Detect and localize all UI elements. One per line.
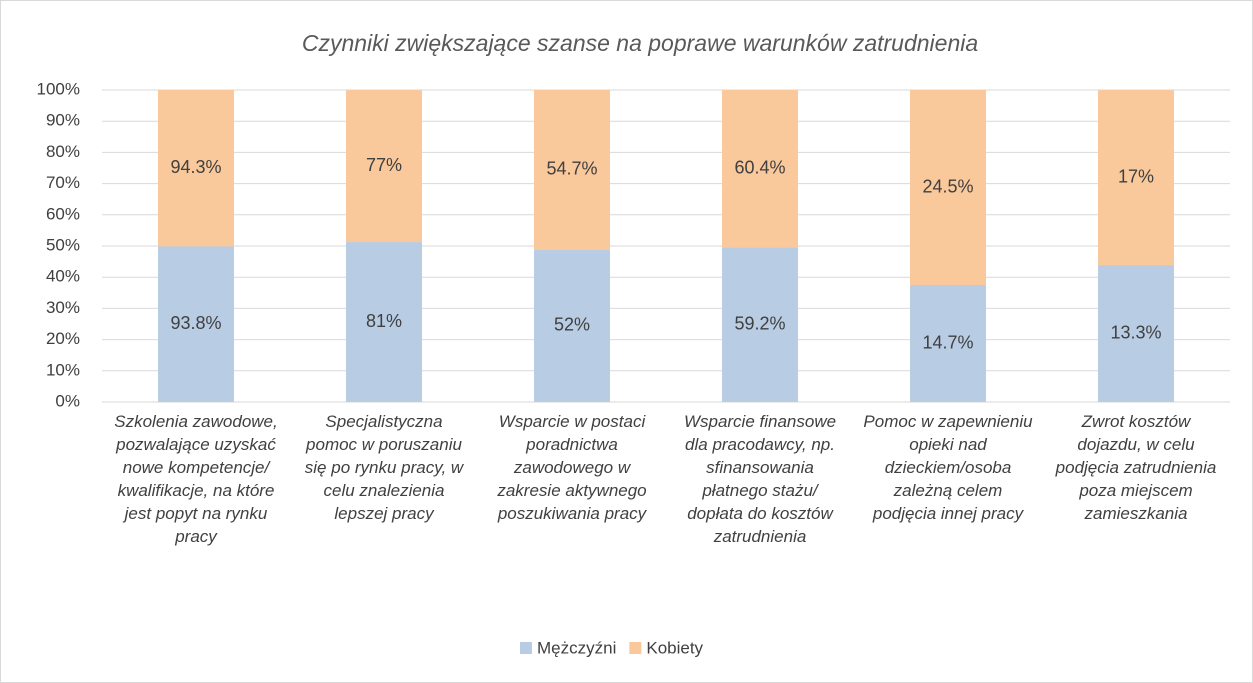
data-label: 77%: [366, 155, 402, 175]
y-tick-label: 20%: [46, 329, 80, 348]
data-label: 52%: [554, 315, 590, 335]
x-tick-label: Szkolenia zawodowe, pozwalające uzyskać …: [114, 412, 278, 546]
bar-segment: [722, 90, 798, 248]
x-tick-label: Wsparcie w postaci poradnictwa zawodoweg…: [497, 412, 647, 523]
y-tick-label: 0%: [55, 391, 80, 410]
x-tick-label: Wsparcie finansowe dla pracodawcy, np. s…: [683, 412, 837, 546]
bar-segment: [534, 249, 610, 402]
data-label: 59.2%: [734, 314, 785, 334]
y-tick-label: 40%: [46, 267, 80, 286]
legend-label: Kobiety: [646, 638, 703, 657]
x-tick-label: Specjalistyczna pomoc w poruszaniu się p…: [304, 412, 464, 523]
bar-segment: [158, 90, 234, 247]
data-label: 13.3%: [1110, 322, 1161, 342]
data-label: 17%: [1118, 166, 1154, 186]
bar-segment: [158, 246, 234, 402]
bar-segment: [346, 90, 422, 243]
data-label: 81%: [366, 311, 402, 331]
y-tick-label: 50%: [46, 235, 80, 254]
bar-segment: [346, 242, 422, 402]
data-label: 14.7%: [922, 332, 973, 352]
data-label: 54.7%: [546, 159, 597, 179]
bar-segment: [534, 90, 610, 250]
x-tick-label: Zwrot kosztów dojazdu, w celu podjęcia z…: [1055, 412, 1217, 523]
y-tick-label: 100%: [37, 79, 80, 98]
data-label: 94.3%: [170, 157, 221, 177]
bar-segment: [1098, 90, 1174, 266]
bar-segment: [1098, 265, 1174, 402]
x-tick-label: Pomoc w zapewnieniu opieki nad dzieckiem…: [863, 412, 1033, 523]
y-tick-label: 90%: [46, 111, 80, 130]
bar-segment: [910, 285, 986, 402]
legend-swatch: [520, 642, 532, 654]
y-tick-label: 60%: [46, 204, 80, 223]
data-label: 93.8%: [170, 313, 221, 333]
legend-label: Mężczyźni: [537, 638, 616, 657]
y-tick-label: 30%: [46, 298, 80, 317]
bar-segment: [722, 247, 798, 402]
bar-segment: [910, 90, 986, 285]
chart-title: Czynniki zwiększające szanse na poprawe …: [302, 30, 978, 56]
legend-swatch: [629, 642, 642, 654]
y-tick-label: 10%: [46, 360, 80, 379]
y-tick-label: 80%: [46, 142, 80, 161]
data-label: 24.5%: [922, 176, 973, 196]
data-label: 60.4%: [734, 158, 785, 178]
y-tick-label: 70%: [46, 173, 80, 192]
